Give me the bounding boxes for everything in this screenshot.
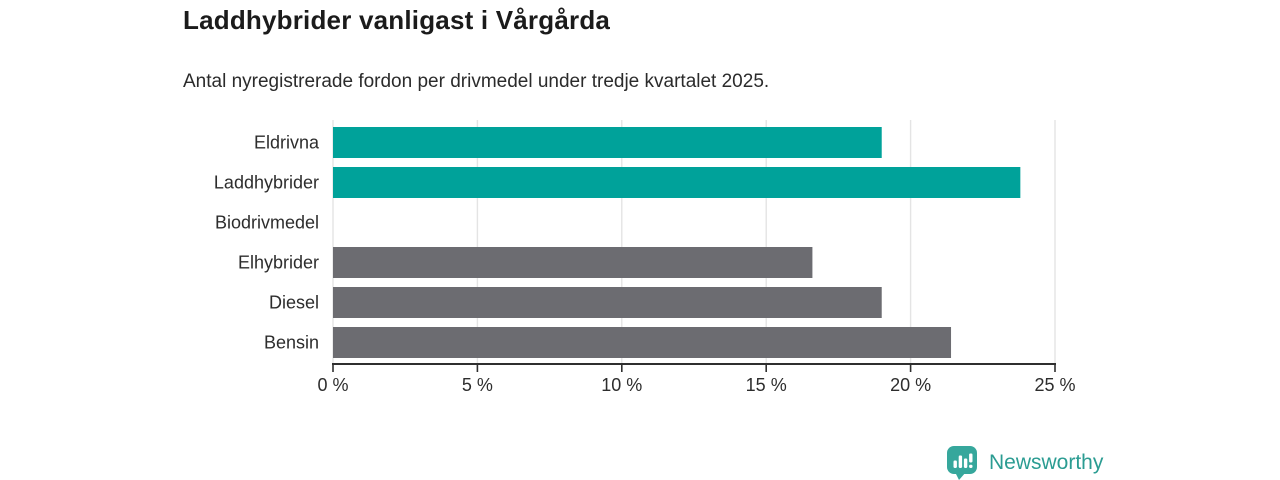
- category-label: Laddhybrider: [214, 173, 319, 193]
- category-label: Diesel: [269, 293, 319, 313]
- chart-title: Laddhybrider vanligast i Vårgårda: [183, 5, 611, 35]
- x-tick-label: 0 %: [317, 375, 348, 395]
- bar-laddhybrider: [333, 167, 1021, 198]
- x-tick-label: 15 %: [746, 375, 787, 395]
- bar-eldrivna: [333, 127, 882, 158]
- bar-bensin: [333, 327, 952, 358]
- newsworthy-logo-icon: [947, 446, 977, 480]
- chart-subtitle: Antal nyregistrerade fordon per drivmede…: [183, 71, 770, 92]
- category-label: Bensin: [264, 333, 319, 353]
- x-tick-label: 25 %: [1034, 375, 1075, 395]
- category-label: Eldrivna: [254, 133, 320, 153]
- x-tick-label: 5 %: [462, 375, 493, 395]
- category-label: Elhybrider: [238, 253, 319, 273]
- bar-diesel: [333, 287, 882, 318]
- x-tick-label: 20 %: [890, 375, 931, 395]
- brand-name: Newsworthy: [989, 450, 1104, 474]
- x-tick-label: 10 %: [601, 375, 642, 395]
- brand-footer: Newsworthy: [944, 444, 1103, 480]
- category-label: Biodrivmedel: [215, 213, 319, 233]
- bar-elhybrider: [333, 247, 813, 278]
